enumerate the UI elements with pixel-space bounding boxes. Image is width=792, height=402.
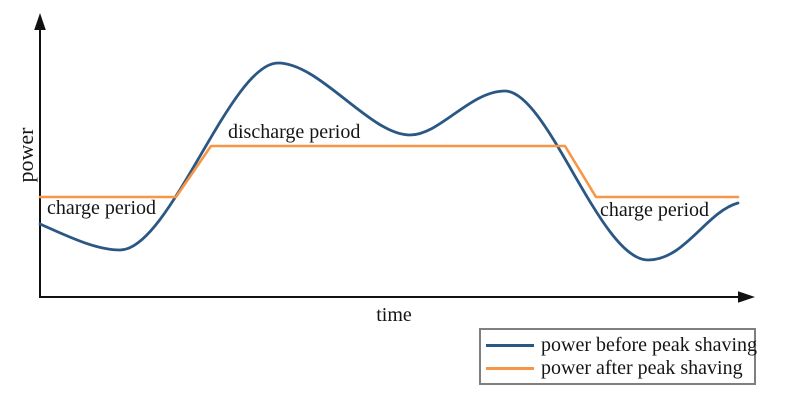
- legend-swatch-after-line: [486, 366, 534, 370]
- annotation-charge-period-left: charge period: [47, 197, 157, 219]
- y-axis-arrow-icon: [34, 13, 46, 30]
- x-axis-arrow-icon: [738, 291, 755, 303]
- annotation-discharge-period: discharge period: [228, 121, 361, 143]
- annotation-charge-period-right: charge period: [600, 199, 710, 221]
- legend-swatch-before-line: [486, 343, 534, 347]
- series-power-before-peak-shaving: [38, 61, 740, 262]
- x-axis-label: time: [376, 304, 412, 326]
- legend-label-after: power after peak shaving: [541, 357, 743, 379]
- legend-label-before: power before peak shaving: [541, 334, 758, 356]
- legend-item-power-before: power before peak shaving: [486, 335, 757, 355]
- y-axis-label: power: [13, 127, 38, 183]
- legend: power before peak shaving power after pe…: [479, 328, 757, 385]
- series-power-after-peak-shaving: [38, 144, 740, 199]
- legend-item-power-after: power after peak shaving: [486, 358, 750, 378]
